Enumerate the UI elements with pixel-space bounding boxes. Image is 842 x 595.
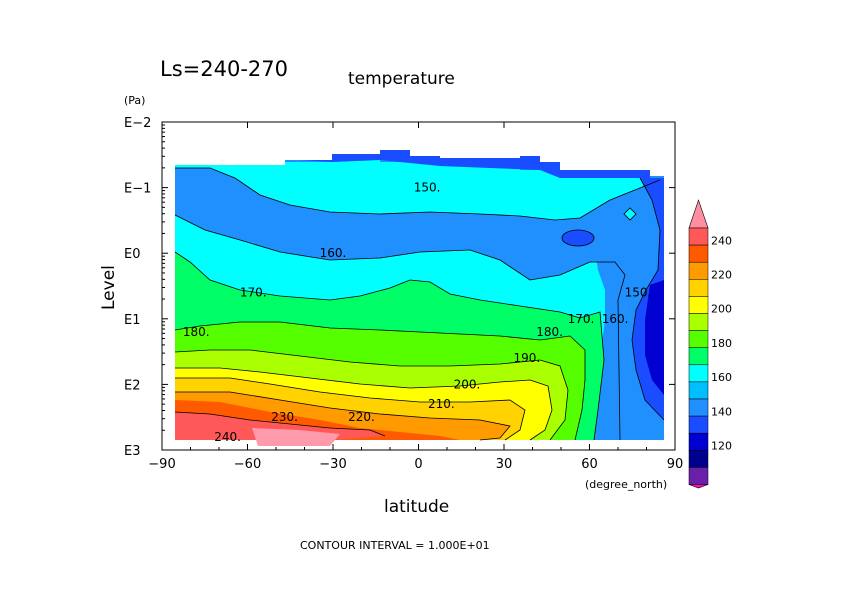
colorbar-label: 220 bbox=[711, 268, 732, 281]
x-tick-label: −90 bbox=[148, 457, 175, 472]
colorbar-label: 180 bbox=[711, 337, 732, 350]
contour-line-180 bbox=[174, 321, 586, 441]
colorbar-label: 120 bbox=[711, 439, 732, 452]
contour-label: 170. bbox=[568, 312, 595, 326]
contour-labels: 150. 160. 170. 180. 170. 180. 190. 200. 210. 220.… bbox=[183, 181, 651, 444]
contour-line-190 bbox=[174, 349, 569, 441]
band-top-strip bbox=[300, 150, 650, 178]
colorbar-label: 240 bbox=[711, 234, 732, 247]
x-tick-label: 30 bbox=[496, 457, 513, 472]
x-tick-label: 60 bbox=[581, 457, 598, 472]
y-tick-label: E2 bbox=[124, 378, 141, 393]
contour-line-230 bbox=[174, 411, 386, 437]
cold-spot bbox=[561, 229, 595, 247]
contour-interval-note: CONTOUR INTERVAL = 1.000E+01 bbox=[300, 539, 490, 552]
y-unit-label: (Pa) bbox=[124, 94, 145, 107]
x-tick-label: 0 bbox=[414, 457, 422, 472]
contour-label: 190. bbox=[513, 351, 540, 365]
colorbar-swatch bbox=[688, 398, 709, 417]
x-unit-label: (degree_north) bbox=[585, 478, 667, 491]
y-tick-label: E1 bbox=[124, 313, 141, 328]
colorbar-swatch bbox=[688, 381, 709, 400]
colorbar-top-arrow bbox=[688, 199, 709, 229]
colorbar-swatch bbox=[688, 244, 709, 263]
colorbar-swatch bbox=[688, 261, 709, 280]
colorbar-swatch bbox=[688, 296, 709, 314]
colorbar-swatch bbox=[688, 347, 709, 366]
contour-label: 180. bbox=[536, 325, 563, 339]
colorbar-swatch bbox=[688, 364, 709, 383]
season-title: Ls=240-270 bbox=[160, 57, 288, 81]
contour-line-220 bbox=[175, 391, 511, 441]
x-tick-label: −60 bbox=[234, 457, 261, 472]
colorbar-label: 200 bbox=[711, 303, 732, 316]
colorbar-swatch bbox=[688, 450, 709, 468]
y-tick-label: E−2 bbox=[124, 116, 151, 131]
colorbar-swatch bbox=[688, 467, 709, 485]
contour-label: 200. bbox=[454, 377, 481, 391]
contour-label: 160. bbox=[602, 312, 629, 326]
contour-label: 150. bbox=[414, 181, 441, 195]
contour-line-140 bbox=[631, 177, 665, 421]
contour-line-160 bbox=[174, 214, 626, 441]
y-tick-label: E0 bbox=[124, 247, 141, 262]
chart-title: temperature bbox=[348, 69, 455, 89]
contour-line-150 bbox=[175, 167, 661, 221]
contour-label: 180. bbox=[183, 325, 210, 339]
x-axis-label: latitude bbox=[384, 497, 449, 517]
colorbar-swatch bbox=[688, 432, 709, 451]
x-tick-label: 90 bbox=[667, 457, 684, 472]
y-axis-label: Level bbox=[99, 265, 119, 310]
band-250-plus bbox=[252, 428, 340, 446]
contour-label: 220. bbox=[348, 410, 375, 424]
y-tick-label: E3 bbox=[124, 444, 141, 459]
colorbar-label: 160 bbox=[711, 371, 732, 384]
colorbar-swatch bbox=[688, 330, 709, 348]
colorbar-swatch bbox=[688, 227, 709, 246]
contour-label: 150. bbox=[625, 286, 652, 300]
contour-label: 210. bbox=[428, 397, 455, 411]
colorbar-swatch bbox=[688, 415, 709, 434]
band-240-250 bbox=[175, 412, 385, 440]
colorbar-label: 140 bbox=[711, 405, 732, 418]
contour-label: 160. bbox=[320, 246, 347, 260]
contour-line-200 bbox=[175, 367, 553, 441]
contour-line-170 bbox=[174, 251, 605, 441]
contour-line-210 bbox=[175, 377, 526, 441]
band-130-140 bbox=[645, 280, 664, 395]
band-150-160-upper bbox=[175, 168, 664, 440]
contour-label: 230. bbox=[271, 410, 298, 424]
colorbar-bottom-arrow bbox=[688, 484, 709, 489]
colorbar-swatch bbox=[688, 279, 709, 297]
x-tick-label: −30 bbox=[319, 457, 346, 472]
cyan-diamond bbox=[623, 207, 637, 221]
filled-contours bbox=[174, 150, 665, 446]
contour-lines bbox=[174, 167, 665, 441]
y-axis-ticks: E−2 E−1 E0 E1 E2 E3 bbox=[124, 116, 675, 459]
y-tick-label: E−1 bbox=[124, 182, 151, 197]
contour-label: 170. bbox=[240, 286, 267, 300]
x-axis-ticks: −90 −60 −30 0 30 60 90 bbox=[148, 122, 683, 472]
colorbar-swatch bbox=[688, 313, 709, 331]
contour-label: 240. bbox=[214, 430, 241, 444]
colorbar: 240 220 200 180 160 140 120 bbox=[688, 199, 732, 489]
